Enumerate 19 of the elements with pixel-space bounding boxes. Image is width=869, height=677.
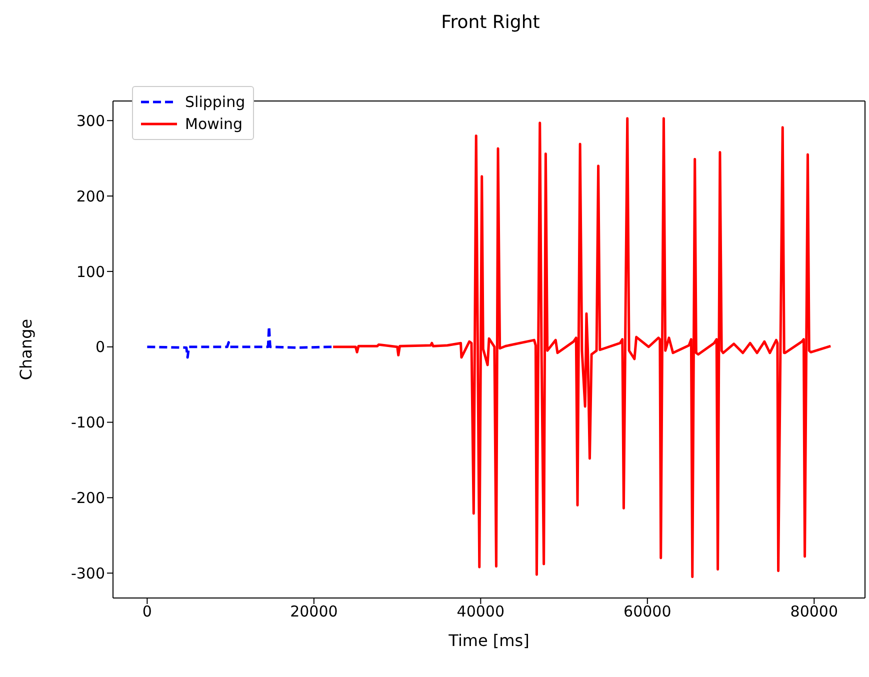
y-tick-label: 200 xyxy=(76,187,105,206)
x-tick-label: 40000 xyxy=(456,602,505,621)
line-series xyxy=(146,325,334,359)
x-tick-label: 0 xyxy=(142,602,152,621)
x-tick-label: 20000 xyxy=(290,602,338,621)
y-tick-label: -300 xyxy=(70,564,105,582)
x-tick-label: 60000 xyxy=(624,602,672,621)
y-axis-title: Change xyxy=(16,318,36,380)
line-series xyxy=(332,117,832,578)
y-tick-label: 300 xyxy=(76,112,105,130)
legend-label: Slipping xyxy=(185,92,246,113)
legend-label: Mowing xyxy=(185,114,243,135)
x-tick-label: 80000 xyxy=(790,602,838,621)
y-tick-label: -100 xyxy=(70,414,105,432)
y-tick-label: -200 xyxy=(70,489,105,508)
chart-title: Front Right xyxy=(440,11,541,35)
x-axis-title: Time [ms] xyxy=(448,631,530,650)
y-tick-label: 100 xyxy=(76,262,105,281)
y-tick-label: 0 xyxy=(95,338,105,356)
